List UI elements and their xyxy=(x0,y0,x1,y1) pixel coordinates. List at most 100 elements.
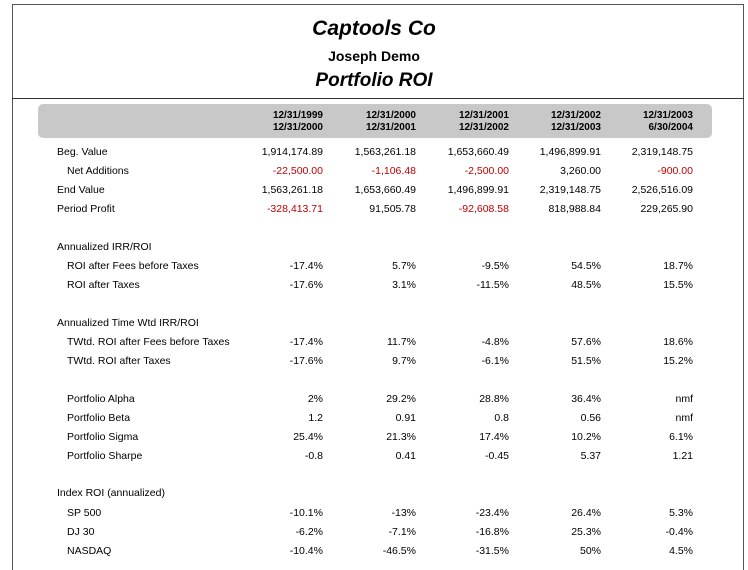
cell: 26.4% xyxy=(571,506,601,519)
cell: -10.1% xyxy=(289,506,323,519)
cell: -31.5% xyxy=(475,544,509,557)
cell: 18.7% xyxy=(663,260,693,272)
row-label: TWtd. ROI after Fees before Taxes xyxy=(67,336,230,348)
cell: 818,988.84 xyxy=(548,203,601,215)
cell: -17.4% xyxy=(289,336,323,348)
cell: 3,260.00 xyxy=(560,165,601,177)
column-header: 12/31/1999 xyxy=(272,110,323,121)
row-label: Portfolio Alpha xyxy=(67,392,135,405)
cell: 17.4% xyxy=(479,430,509,443)
column-header: 6/30/2004 xyxy=(648,122,694,133)
cell: 11.7% xyxy=(387,336,416,348)
company: Captools Co xyxy=(312,17,436,40)
cell: 3.1% xyxy=(392,279,416,291)
row-label: SP 500 xyxy=(67,506,102,519)
cell: nmf xyxy=(675,411,693,424)
cell: 5.7% xyxy=(392,260,416,272)
cell: -13% xyxy=(391,506,416,519)
row-label: Portfolio Sigma xyxy=(67,430,139,443)
column-header: 12/31/2001 xyxy=(365,122,416,133)
cell: 1,496,899.91 xyxy=(539,146,601,158)
cell: 0.41 xyxy=(395,449,416,462)
cell: 25.4% xyxy=(293,430,323,443)
section-title: Annualized Time Wtd IRR/ROI xyxy=(57,316,199,329)
cell: -4.8% xyxy=(481,336,509,348)
cell: 48.5% xyxy=(571,279,601,291)
cell: 15.2% xyxy=(663,355,693,367)
cell: 0.56 xyxy=(580,411,601,424)
cell: 229,265.90 xyxy=(640,203,693,215)
cell: 1,914,174.89 xyxy=(261,146,323,158)
section-title: Index ROI (annualized) xyxy=(57,487,165,499)
cell: 91,505.78 xyxy=(369,203,416,215)
cell: -6.2% xyxy=(295,525,323,538)
row-label: ROI after Taxes xyxy=(67,279,140,291)
cell: 29.2% xyxy=(386,392,416,405)
cell: -17.6% xyxy=(289,279,323,291)
cell: 28.8% xyxy=(479,392,509,405)
cell: 1,496,899.91 xyxy=(447,184,509,196)
cell: -92,608.58 xyxy=(458,203,509,215)
cell: 2,526,516.09 xyxy=(631,184,693,196)
column-header: 12/31/2001 xyxy=(458,110,509,121)
cell: 1,563,261.18 xyxy=(354,146,416,158)
cell: 54.5% xyxy=(571,260,601,272)
cell: 1,563,261.18 xyxy=(261,184,323,196)
row-label: Portfolio Beta xyxy=(67,411,131,424)
client: Joseph Demo xyxy=(328,48,420,64)
cell: 36.4% xyxy=(571,392,601,405)
row-label: Beg. Value xyxy=(57,146,108,158)
cell: -22,500.00 xyxy=(272,165,323,177)
cell: -0.4% xyxy=(665,525,693,538)
cell: -328,413.71 xyxy=(266,203,323,215)
row-label: NASDAQ xyxy=(67,544,112,557)
cell: 5.37 xyxy=(580,449,601,462)
header-band xyxy=(38,104,712,138)
cell: 0.91 xyxy=(395,411,416,424)
cell: -17.4% xyxy=(289,260,323,272)
cell: -0.8 xyxy=(304,449,323,462)
cell: 10.2% xyxy=(571,430,601,443)
title: Portfolio ROI xyxy=(315,70,433,91)
cell: -10.4% xyxy=(289,544,323,557)
cell: 1.21 xyxy=(672,449,693,462)
cell: 51.5% xyxy=(571,355,601,367)
frame xyxy=(12,4,744,570)
cell: 0.8 xyxy=(494,411,509,424)
column-header: 12/31/2000 xyxy=(272,122,323,133)
row-label: End Value xyxy=(57,184,105,196)
cell: -17.6% xyxy=(289,355,323,367)
cell: 1,653,660.49 xyxy=(447,146,509,158)
cell: 21.3% xyxy=(386,430,416,443)
cell: -0.45 xyxy=(485,449,509,462)
cell: 6.1% xyxy=(669,430,693,443)
row-label: Net Additions xyxy=(67,165,129,177)
cell: 4.5% xyxy=(669,544,693,557)
cell: -16.8% xyxy=(475,525,509,538)
cell: 25.3% xyxy=(571,525,601,538)
cell: -6.1% xyxy=(481,355,509,367)
rule xyxy=(12,98,744,99)
cell: -23.4% xyxy=(475,506,509,519)
cell: -9.5% xyxy=(481,260,509,272)
row-label: Portfolio Sharpe xyxy=(67,449,143,462)
cell: 1.2 xyxy=(308,411,323,424)
row-label: ROI after Fees before Taxes xyxy=(67,260,199,272)
cell: 18.6% xyxy=(663,336,693,348)
column-header: 12/31/2000 xyxy=(365,110,416,121)
cell: 1,653,660.49 xyxy=(354,184,416,196)
cell: 15.5% xyxy=(663,279,693,291)
cell: -7.1% xyxy=(388,525,416,538)
cell: 2,319,148.75 xyxy=(539,184,601,196)
row-label: TWtd. ROI after Taxes xyxy=(67,355,171,367)
row-label: Period Profit xyxy=(57,203,115,215)
cell: nmf xyxy=(675,392,693,405)
row-label: DJ 30 xyxy=(67,525,95,538)
section-title: Annualized IRR/ROI xyxy=(57,240,152,253)
column-header: 12/31/2002 xyxy=(550,110,601,121)
cell: 9.7% xyxy=(392,355,416,367)
cell: -46.5% xyxy=(382,544,416,557)
cell: -900.00 xyxy=(657,165,693,177)
cell: -1,106.48 xyxy=(371,165,416,177)
